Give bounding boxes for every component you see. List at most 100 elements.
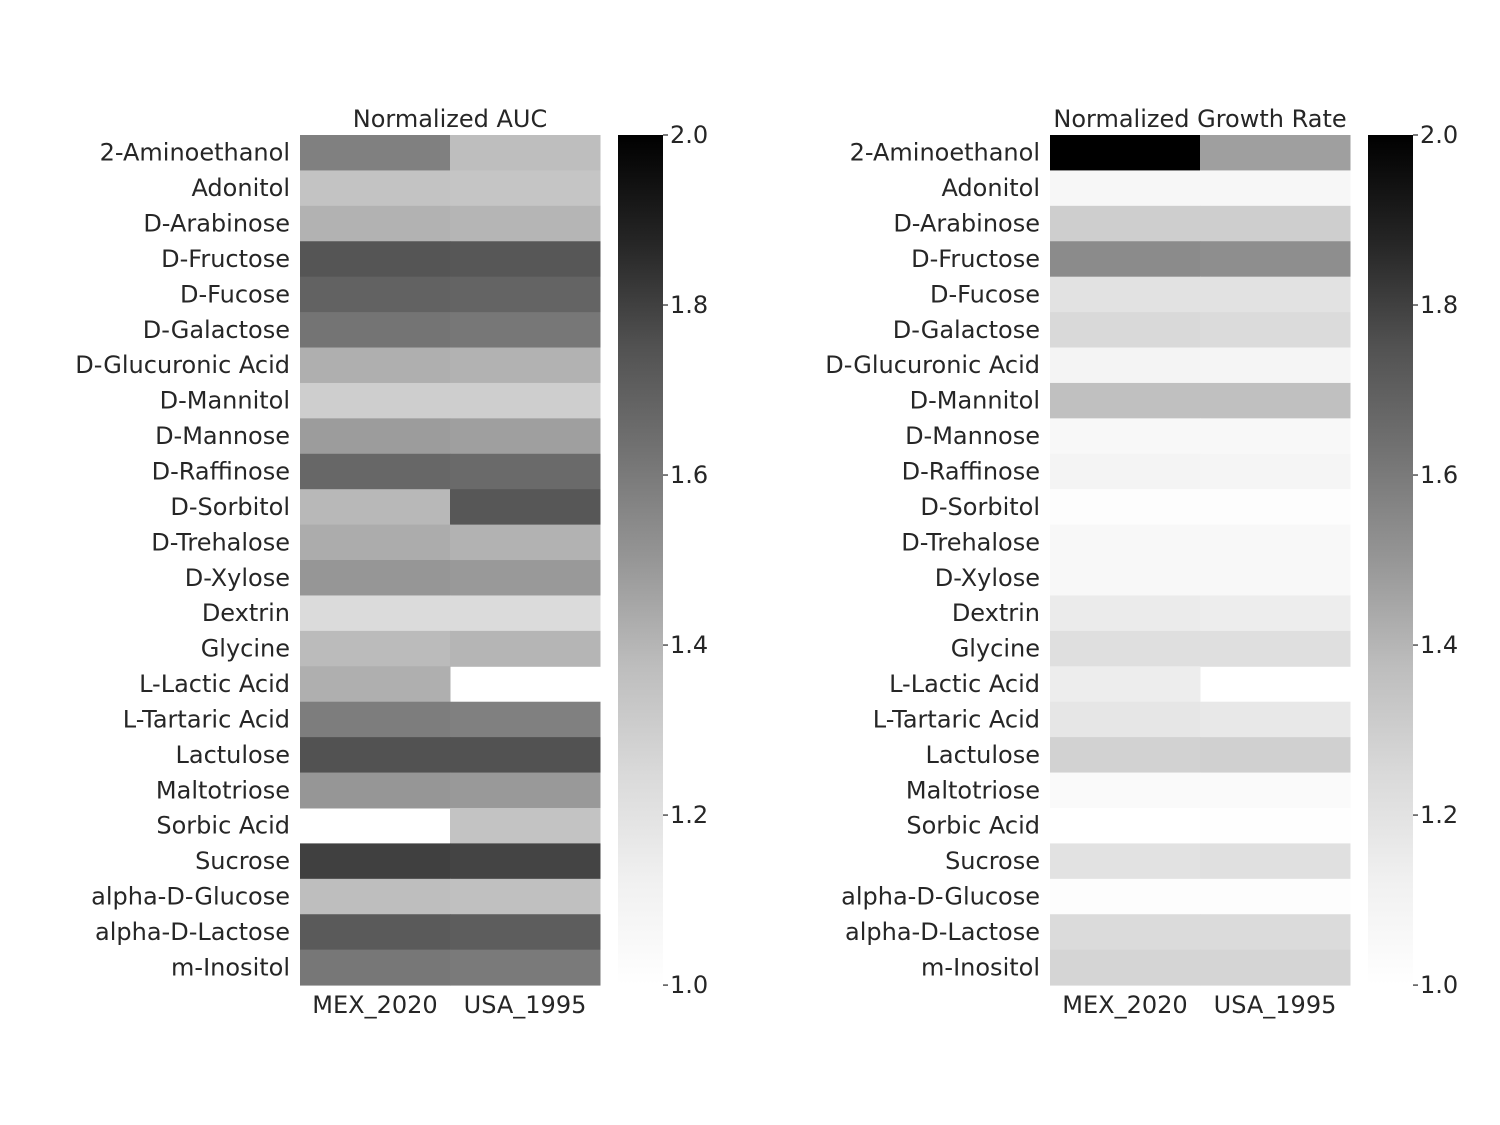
row-label: L-Lactic Acid: [889, 670, 1040, 698]
heatmap-cell: [1050, 949, 1201, 986]
heatmap-cell: [1050, 205, 1201, 242]
row-label: Maltotriose: [906, 776, 1040, 804]
heatmap-cell: [1200, 312, 1351, 349]
row-label: D-Galactose: [893, 316, 1040, 344]
row-label: D-Glucuronic Acid: [825, 351, 1040, 379]
colorbar-tick-label: 1.6: [1420, 461, 1458, 489]
row-label: D-Arabinose: [143, 210, 290, 238]
colorbar-tick-label: 1.2: [670, 801, 708, 829]
row-label: D-Trehalose: [151, 528, 290, 556]
row-label: D-Sorbitol: [920, 493, 1040, 521]
heatmap-cell: [450, 347, 601, 384]
row-label: m-Inositol: [171, 953, 290, 981]
colorbar: [1368, 135, 1413, 986]
heatmap-cell: [300, 666, 451, 703]
row-label: D-Arabinose: [893, 210, 1040, 238]
heatmap-cell: [1050, 312, 1201, 349]
row-label: D-Mannitol: [910, 387, 1040, 415]
heatmap-cell: [1200, 347, 1351, 384]
column-label: USA_1995: [464, 991, 587, 1019]
column-label: MEX_2020: [1062, 991, 1187, 1019]
heatmap-cell: [1050, 453, 1201, 490]
heatmap-cell: [450, 205, 601, 242]
heatmap-cell: [1200, 843, 1351, 880]
row-label: Dextrin: [202, 599, 290, 627]
row-label: Sorbic Acid: [906, 812, 1040, 840]
row-label: D-Fucose: [180, 280, 290, 308]
colorbar-tick-label: 2.0: [1420, 121, 1458, 149]
heatmap-cell: [1200, 772, 1351, 809]
heatmap-cell: [450, 453, 601, 490]
chart-title: Normalized Growth Rate: [1053, 105, 1346, 133]
row-label: 2-Aminoethanol: [850, 139, 1040, 167]
row-label: D-Sorbitol: [170, 493, 290, 521]
heatmap-cell: [1200, 949, 1351, 986]
row-label: D-Fructose: [161, 245, 290, 273]
heatmap-cell: [300, 949, 451, 986]
heatmap-cell: [1050, 418, 1201, 455]
heatmap-cell: [450, 560, 601, 596]
row-label: L-Tartaric Acid: [123, 705, 290, 733]
colorbar-tick-label: 1.0: [670, 971, 708, 999]
heatmap-cell: [1200, 807, 1351, 844]
row-label: Glycine: [951, 635, 1040, 663]
heatmap-cell: [450, 135, 601, 171]
heatmap-cell: [300, 701, 451, 738]
heatmap-cell: [1050, 914, 1201, 951]
row-label: Adonitol: [941, 174, 1040, 202]
heatmap-cell: [1200, 878, 1351, 915]
heatmap-cell: [1200, 701, 1351, 738]
heatmap-cell: [1200, 241, 1351, 278]
heatmap-cell: [450, 595, 601, 632]
chart-title: Normalized AUC: [353, 105, 547, 133]
row-label: alpha-D-Lactose: [845, 918, 1040, 946]
row-label: D-Mannose: [155, 422, 290, 450]
heatmap-cell: [450, 312, 601, 349]
heatmap-cell: [450, 524, 601, 561]
heatmap-cell: [300, 276, 451, 313]
colorbar-tick-label: 1.8: [1420, 291, 1458, 319]
colorbar: [618, 135, 663, 986]
heatmap-cell: [1200, 205, 1351, 242]
colorbar-tick-label: 1.6: [670, 461, 708, 489]
heatmap-cell: [300, 878, 451, 915]
row-label: Lactulose: [925, 741, 1040, 769]
heatmap-cell: [1050, 135, 1201, 171]
heatmap-cell: [1050, 524, 1201, 561]
heatmap-cell: [1050, 666, 1201, 703]
row-label: L-Tartaric Acid: [873, 705, 1040, 733]
heatmap-cell: [1050, 241, 1201, 278]
heatmap-cell: [1050, 807, 1201, 844]
heatmap-cell: [1200, 382, 1351, 419]
colorbar-tick-label: 1.4: [1420, 631, 1458, 659]
heatmap-cell: [1050, 878, 1201, 915]
heatmap-cell: [300, 560, 451, 596]
heatmap-cell: [450, 630, 601, 667]
heatmap-cell: [450, 772, 601, 809]
heatmap-cell: [300, 489, 451, 526]
heatmap-cell: [1050, 560, 1201, 596]
row-label: 2-Aminoethanol: [100, 139, 290, 167]
heatmap-cell: [300, 135, 451, 171]
heatmap-cell: [300, 382, 451, 419]
heatmap-cell: [450, 843, 601, 880]
row-label: D-Raffinose: [152, 457, 290, 485]
heatmap-cell: [1050, 737, 1201, 774]
heatmap-cell: [450, 914, 601, 951]
heatmap-cell: [450, 170, 601, 207]
heatmap-cell: [1200, 135, 1351, 171]
heatmap-cell: [1200, 595, 1351, 632]
row-label: D-Mannitol: [160, 387, 290, 415]
heatmap-cell: [450, 949, 601, 986]
heatmap-cell: [300, 630, 451, 667]
heatmap-cell: [450, 701, 601, 738]
colorbar-tick-label: 1.2: [1420, 801, 1458, 829]
row-label: Glycine: [201, 635, 290, 663]
heatmap-cell: [450, 418, 601, 455]
heatmap-cell: [1050, 701, 1201, 738]
heatmap-cell: [300, 205, 451, 242]
heatmap-cell: [300, 772, 451, 809]
row-label: D-Mannose: [905, 422, 1040, 450]
row-label: D-Trehalose: [901, 528, 1040, 556]
